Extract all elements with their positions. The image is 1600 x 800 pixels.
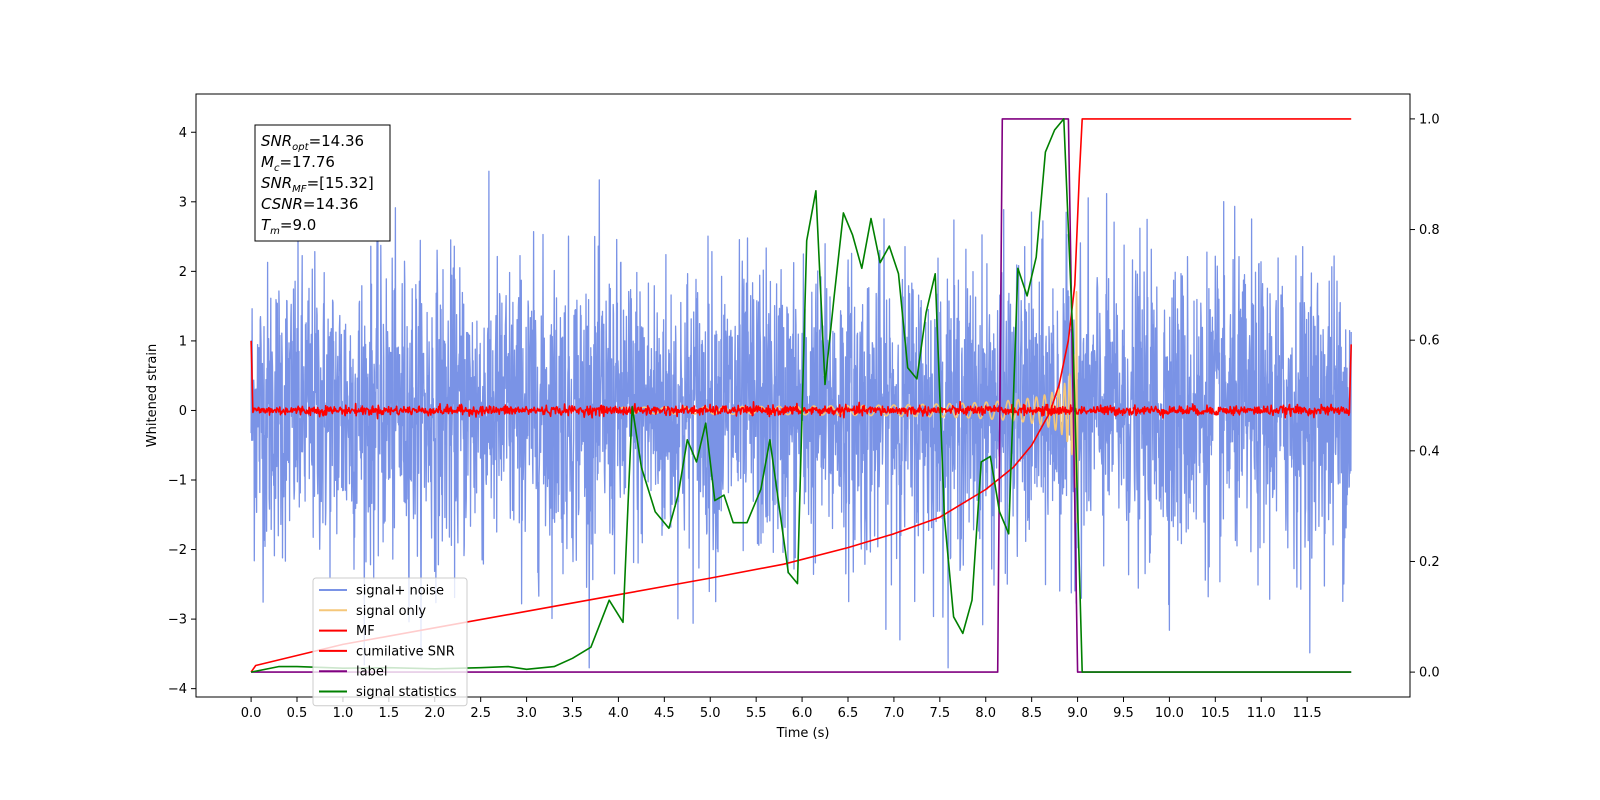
x-tick-label: 0.5 [287,706,308,721]
y-tick-label: 2 [179,265,187,280]
series-signal-statistics-line [250,118,1352,673]
x-tick-label: 8.5 [1021,706,1042,721]
annotation-line: CSNR=14.36 [261,195,358,213]
x-tick-label: 10.0 [1155,706,1184,721]
x-tick-label: 9.5 [1113,706,1134,721]
y2-tick-label: 0.6 [1419,334,1440,349]
x-axis-label: Time (s) [776,726,830,741]
y-tick-label: 4 [179,126,187,141]
y-tick-label: 0 [179,404,187,419]
x-tick-label: 4.0 [608,706,629,721]
y-tick-label: −3 [168,613,187,628]
x-tick-label: 1.0 [333,706,354,721]
series-mf-line [250,340,1352,420]
x-tick-label: 11.5 [1293,706,1322,721]
x-tick-label: 5.0 [700,706,721,721]
y-tick-label: 3 [179,195,187,210]
x-tick-label: 11.0 [1247,706,1276,721]
y-axis-label: Whitened strain [145,344,160,447]
x-tick-label: 0.0 [241,706,262,721]
x-tick-label: 8.0 [975,706,996,721]
legend: signal+ noise signal only MF cumilative SNR… [312,577,468,707]
x-tick-label: 9.0 [1067,706,1088,721]
annotation-line: SNRopt=14.36 [261,132,364,153]
y-axis-left: 4 3 2 1 0 −1 −2 −3 −4 [168,126,196,697]
x-tick-label: 6.0 [792,706,813,721]
legend-label: signal only [356,604,426,619]
x-tick-label: 1.5 [379,706,400,721]
y2-tick-label: 0.0 [1419,666,1440,681]
x-tick-label: 10.5 [1201,706,1230,721]
y-tick-label: −4 [168,682,187,697]
x-tick-label: 2.5 [470,706,491,721]
annotation-line: SNRMF=[15.32] [261,174,374,195]
annotation-frame [254,124,391,242]
x-tick-label: 7.0 [884,706,905,721]
x-tick-label: 7.5 [929,706,950,721]
series-signal-noise-line [250,170,1352,669]
legend-label: cumilative SNR [356,644,455,659]
annotation-line: Mc=17.76 [261,153,335,174]
x-tick-label: 2.0 [424,706,445,721]
legend-label: signal statistics [356,685,457,700]
x-axis: 0.0 0.5 1.0 1.5 2.0 2.5 3.0 3.5 4.0 4.5 5.0 5.5 6.0 6… [241,697,1322,721]
annotation-box: SNRopt=14.36Mc=17.76SNRMF=[15.32]CSNR=14… [254,124,391,242]
y-axis-right: 1.0 0.8 0.6 0.4 0.2 0.0 [1410,112,1440,681]
legend-frame [312,577,468,707]
y2-tick-label: 1.0 [1419,112,1440,127]
x-tick-label: 4.5 [654,706,675,721]
series-signal-only-line [617,291,1081,524]
y-tick-label: 1 [179,334,187,349]
y-tick-label: −2 [168,543,187,558]
plot-frame [195,93,1411,698]
x-tick-label: 3.5 [562,706,583,721]
legend-label: label [356,665,387,680]
x-tick-label: 3.0 [516,706,537,721]
annotation-line: Tm=9.0 [261,216,316,237]
y2-tick-label: 0.2 [1419,555,1440,570]
y2-tick-label: 0.4 [1419,444,1440,459]
y-tick-label: −1 [168,474,187,489]
x-tick-label: 6.5 [838,706,859,721]
legend-label: MF [356,624,375,639]
legend-label: signal+ noise [356,584,444,599]
x-tick-label: 5.5 [746,706,767,721]
y2-tick-label: 0.8 [1419,223,1440,238]
